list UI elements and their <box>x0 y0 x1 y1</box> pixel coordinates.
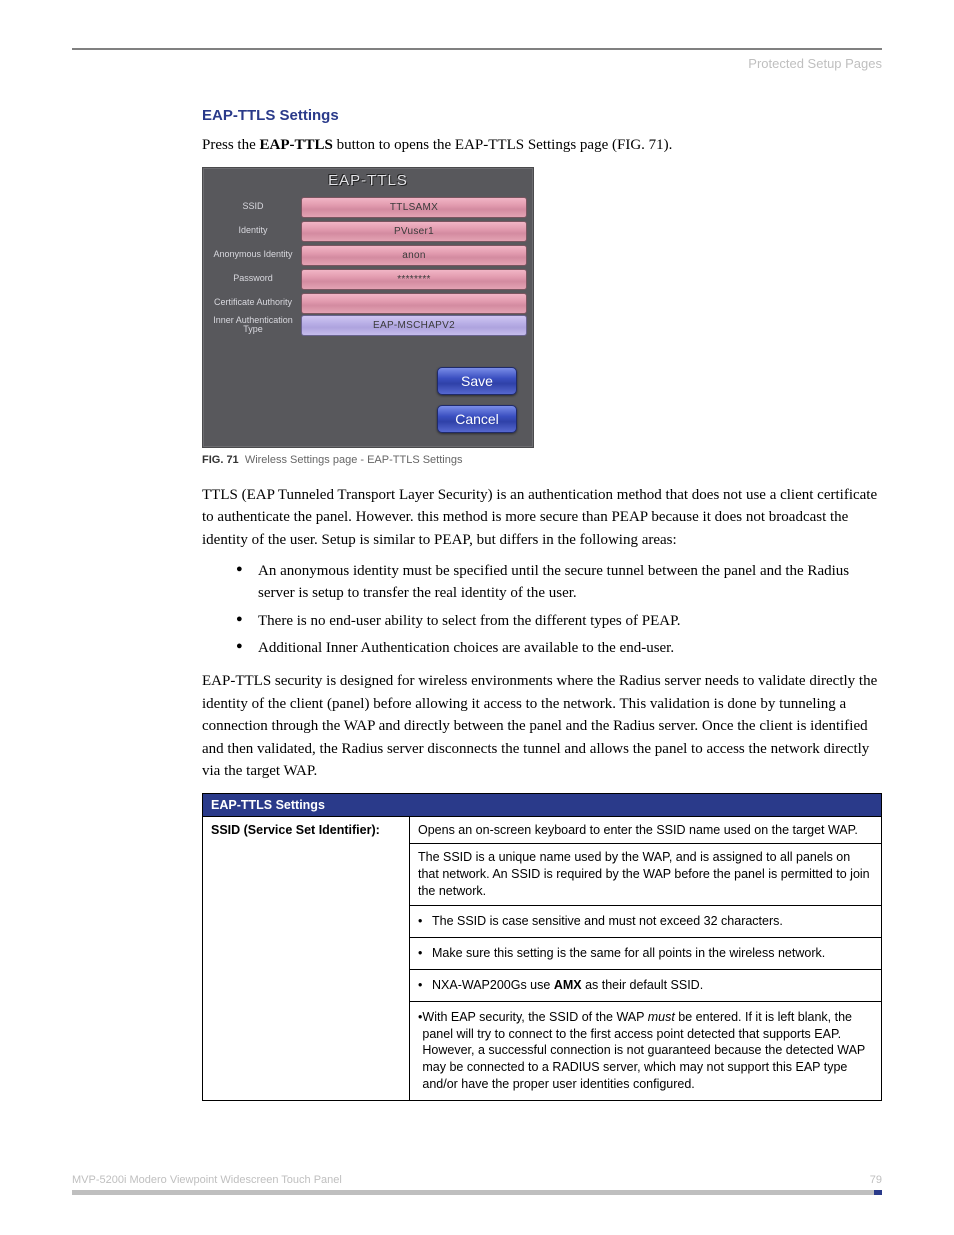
intro-bold: EAP-TTLS <box>260 137 333 153</box>
figure-number: FIG. 71 <box>202 454 239 466</box>
table-cell: •With EAP security, the SSID of the WAP … <box>410 1001 882 1100</box>
header-section: Protected Setup Pages <box>72 56 882 71</box>
table-cell: •NXA-WAP200Gs use AMX as their default S… <box>410 969 882 1001</box>
eap-ttls-panel: EAP-TTLS SSID TTLSAMX Identity PVuser1 A… <box>202 167 534 448</box>
ssid-field[interactable]: TTLSAMX <box>301 197 527 218</box>
table-bullet: Make sure this setting is the same for a… <box>432 945 825 962</box>
inner-auth-label: Inner Authentication Type <box>209 316 301 335</box>
paragraph-2: EAP-TTLS security is designed for wirele… <box>202 670 882 783</box>
cert-authority-field[interactable] <box>301 293 527 314</box>
ssid-label: SSID <box>209 202 301 211</box>
table-header: EAP-TTLS Settings <box>203 793 882 816</box>
save-button[interactable]: Save <box>437 367 517 395</box>
intro-paragraph: Press the EAP-TTLS button to opens the E… <box>202 134 882 157</box>
figure-caption: FIG. 71 Wireless Settings page - EAP-TTL… <box>202 454 882 466</box>
intro-post: button to opens the EAP-TTLS Settings pa… <box>333 137 673 153</box>
table-bullet-pre: NXA-WAP200Gs use <box>432 978 554 992</box>
table-bullet-pre: With EAP security, the SSID of the WAP <box>422 1010 647 1024</box>
table-bullet-italic: must <box>648 1010 675 1024</box>
page-footer: MVP-5200i Modero Viewpoint Widescreen To… <box>72 1174 882 1195</box>
table-bullet-bold: AMX <box>554 978 582 992</box>
bullet-item: There is no end-user ability to select f… <box>258 611 882 633</box>
bullet-item: An anonymous identity must be specified … <box>258 561 882 605</box>
inner-auth-field[interactable]: EAP-MSCHAPV2 <box>301 315 527 336</box>
table-bullet-post: as their default SSID. <box>582 978 704 992</box>
cancel-button[interactable]: Cancel <box>437 405 517 433</box>
anon-identity-field[interactable]: anon <box>301 245 527 266</box>
table-cell: •The SSID is case sensitive and must not… <box>410 906 882 938</box>
footer-page-number: 79 <box>870 1174 882 1186</box>
table-cell: The SSID is a unique name used by the WA… <box>410 844 882 906</box>
table-cell: •Make sure this setting is the same for … <box>410 937 882 969</box>
table-row-label: SSID (Service Set Identifier): <box>203 816 410 1101</box>
footer-product: MVP-5200i Modero Viewpoint Widescreen To… <box>72 1174 342 1186</box>
table-bullet: The SSID is case sensitive and must not … <box>432 913 783 930</box>
cert-authority-label: Certificate Authority <box>209 298 301 307</box>
bullet-item: Additional Inner Authentication choices … <box>258 638 882 660</box>
section-heading: EAP-TTLS Settings <box>202 107 882 124</box>
panel-title: EAP-TTLS <box>203 168 533 193</box>
identity-label: Identity <box>209 226 301 235</box>
intro-pre: Press the <box>202 137 260 153</box>
settings-table: EAP-TTLS Settings SSID (Service Set Iden… <box>202 793 882 1102</box>
paragraph-1: TTLS (EAP Tunneled Transport Layer Secur… <box>202 484 882 552</box>
bullet-list: An anonymous identity must be specified … <box>202 561 882 660</box>
identity-field[interactable]: PVuser1 <box>301 221 527 242</box>
password-label: Password <box>209 274 301 283</box>
anon-identity-label: Anonymous Identity <box>209 250 301 259</box>
table-cell: Opens an on-screen keyboard to enter the… <box>410 816 882 844</box>
figure-text: Wireless Settings page - EAP-TTLS Settin… <box>245 454 463 466</box>
password-field[interactable]: ******** <box>301 269 527 290</box>
